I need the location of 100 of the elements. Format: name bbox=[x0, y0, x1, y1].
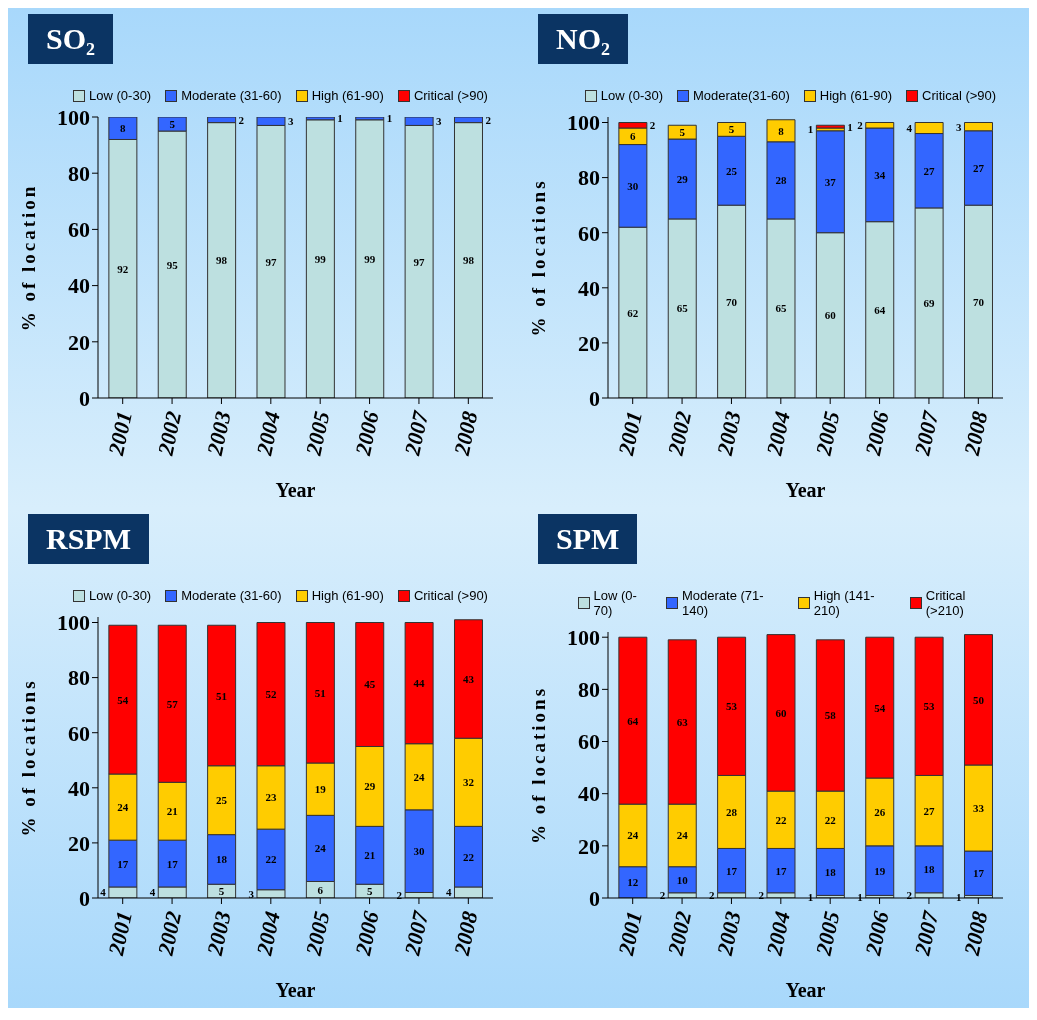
data-label: 17 bbox=[166, 857, 179, 870]
data-label: 17 bbox=[726, 864, 738, 877]
chart-title: SO₂ bbox=[28, 14, 114, 64]
data-label: 28 bbox=[726, 805, 738, 818]
data-label: 45 bbox=[364, 678, 376, 691]
data-label: 5 bbox=[728, 123, 735, 136]
data-label: 2 bbox=[396, 889, 403, 902]
data-label: 99 bbox=[314, 252, 327, 265]
data-label: 51 bbox=[216, 689, 228, 702]
data-label: 43 bbox=[462, 672, 475, 685]
data-label: 17 bbox=[117, 857, 129, 870]
data-label: 3 bbox=[248, 887, 255, 900]
data-label: 69 bbox=[923, 296, 936, 309]
data-label: 37 bbox=[824, 175, 837, 188]
data-label: 17 bbox=[775, 864, 787, 877]
x-tick-label: 2004 bbox=[251, 909, 285, 959]
y-tick-label: 40 bbox=[68, 775, 90, 801]
legend-label: Critical (>90) bbox=[921, 88, 997, 103]
x-tick-label: 2003 bbox=[711, 909, 746, 959]
x-tick-label: 2004 bbox=[761, 409, 795, 459]
chart-title: NO₂ bbox=[538, 14, 628, 64]
data-label: 30 bbox=[627, 179, 639, 192]
x-tick-label: 2005 bbox=[810, 409, 845, 459]
y-tick-label: 100 bbox=[57, 104, 90, 130]
data-label: 24 bbox=[117, 801, 129, 814]
x-tick-label: 2008 bbox=[958, 909, 993, 959]
y-tick-label: 0 bbox=[589, 885, 600, 911]
y-tick-label: 0 bbox=[589, 385, 600, 411]
data-label: 1 bbox=[955, 890, 962, 903]
x-tick-label: 2003 bbox=[201, 409, 236, 459]
y-tick-label: 40 bbox=[578, 781, 600, 807]
data-label: 27 bbox=[923, 804, 936, 817]
data-label: 4 bbox=[100, 886, 107, 899]
data-label: 10 bbox=[676, 873, 689, 886]
data-label: 44 bbox=[413, 677, 426, 690]
data-label: 2 bbox=[485, 113, 492, 126]
x-axis-title: Year bbox=[275, 479, 316, 501]
x-tick-label: 2008 bbox=[448, 909, 483, 959]
data-label: 24 bbox=[413, 770, 426, 783]
data-label: 64 bbox=[627, 714, 639, 727]
data-label: 24 bbox=[676, 829, 689, 842]
data-label: 2 bbox=[238, 113, 245, 126]
data-label: 2 bbox=[659, 889, 666, 902]
data-label: 24 bbox=[627, 829, 639, 842]
data-label: 50 bbox=[972, 693, 985, 706]
legend-label: Moderate (31-60) bbox=[180, 88, 282, 103]
data-label: 23 bbox=[265, 791, 277, 804]
legend-label: Moderate (31-60) bbox=[180, 588, 282, 603]
data-label: 29 bbox=[364, 780, 376, 793]
y-tick-label: 20 bbox=[578, 330, 600, 356]
data-label: 25 bbox=[216, 794, 228, 807]
y-tick-label: 60 bbox=[578, 729, 600, 755]
x-tick-label: 2004 bbox=[761, 909, 795, 959]
data-label: 6 bbox=[317, 883, 324, 896]
x-tick-label: 2002 bbox=[662, 409, 697, 459]
legend-label: Low (0-30) bbox=[88, 588, 152, 603]
data-label: 3 bbox=[287, 115, 294, 128]
data-label: 21 bbox=[364, 849, 376, 862]
data-label: 52 bbox=[265, 688, 277, 701]
chart-title: RSPM bbox=[28, 514, 149, 564]
data-label: 3 bbox=[436, 115, 443, 128]
y-axis-title: % of location bbox=[17, 183, 39, 332]
data-label: 4 bbox=[906, 122, 913, 135]
data-label: 54 bbox=[117, 693, 129, 706]
legend-label: Low (0-30) bbox=[599, 88, 663, 103]
x-tick-label: 2008 bbox=[958, 409, 993, 459]
data-label: 24 bbox=[314, 842, 327, 855]
x-tick-label: 2005 bbox=[810, 909, 845, 959]
data-label: 62 bbox=[627, 306, 639, 319]
data-label: 1 bbox=[337, 112, 343, 125]
data-label: 27 bbox=[923, 164, 936, 177]
data-label: 2 bbox=[649, 119, 656, 132]
y-tick-label: 0 bbox=[79, 385, 90, 411]
data-label: 51 bbox=[314, 686, 326, 699]
data-label: 2 bbox=[709, 889, 716, 902]
data-label: 1 bbox=[857, 890, 863, 903]
data-label: 18 bbox=[824, 865, 837, 878]
data-label: 2 bbox=[857, 119, 864, 132]
data-label: 19 bbox=[874, 864, 886, 877]
x-tick-label: 2002 bbox=[152, 909, 187, 959]
data-label: 53 bbox=[726, 700, 738, 713]
y-tick-label: 80 bbox=[578, 677, 600, 703]
y-tick-label: 80 bbox=[578, 165, 600, 191]
data-label: 99 bbox=[364, 252, 376, 265]
data-label: 33 bbox=[972, 802, 985, 815]
data-label: 5 bbox=[366, 885, 373, 898]
x-tick-label: 2001 bbox=[613, 909, 647, 959]
y-axis-title: % of locations bbox=[17, 678, 39, 837]
x-tick-label: 2007 bbox=[399, 908, 434, 959]
data-label: 58 bbox=[824, 709, 837, 722]
data-label: 1 bbox=[807, 890, 814, 903]
x-axis-title: Year bbox=[785, 979, 826, 1001]
data-label: 2 bbox=[758, 889, 765, 902]
x-tick-label: 2001 bbox=[103, 909, 137, 959]
data-label: 30 bbox=[413, 845, 426, 858]
data-label: 34 bbox=[874, 168, 886, 181]
y-tick-label: 60 bbox=[578, 220, 600, 246]
y-tick-label: 0 bbox=[79, 885, 90, 911]
data-label: 18 bbox=[923, 863, 936, 876]
x-tick-label: 2006 bbox=[349, 409, 384, 459]
